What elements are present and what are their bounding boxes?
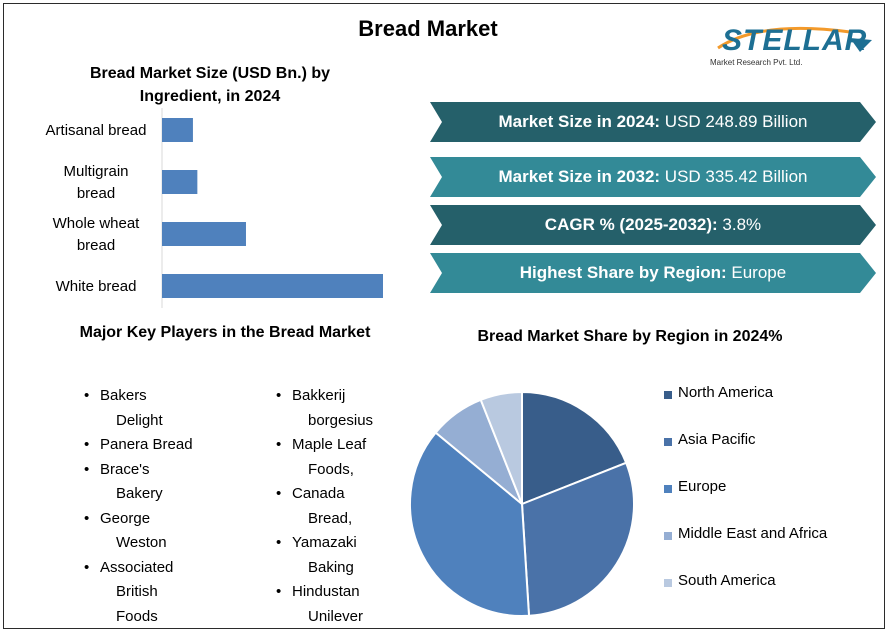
key-player-line: Panera Bread: [84, 433, 214, 458]
legend-label: North America: [678, 384, 774, 401]
kv-value: 3.8%: [717, 215, 762, 234]
kv-market-size-2024: Market Size in 2024: USD 248.89 Billion: [430, 102, 876, 142]
bar-chart-title: Bread Market Size (USD Bn.) by Ingredien…: [60, 62, 360, 108]
bar-category-label: Whole wheat: [53, 215, 141, 232]
legend-item: Middle East and Africa: [664, 525, 827, 572]
legend-swatch: [664, 391, 672, 399]
pie-slice: [520, 461, 635, 617]
key-player-line: Foods,: [308, 460, 354, 478]
kv-highest-share: Highest Share by Region: Europe: [430, 253, 876, 293]
legend-label: South America: [678, 572, 776, 589]
kv-arrow-shape: [430, 102, 876, 142]
key-players-list-2: Bakkerij borgesius Maple Leaf Foods, Canada B…: [276, 384, 406, 629]
kv-text: Highest Share by Region: Europe: [430, 253, 876, 293]
bar: [162, 274, 383, 298]
bar-category-label: bread: [77, 237, 115, 254]
kv-value: USD 248.89 Billion: [660, 112, 808, 131]
kv-cagr: CAGR % (2025-2032): 3.8%: [430, 205, 876, 245]
key-player-line: George: [84, 507, 214, 532]
logo-name: STELLAR: [722, 24, 868, 57]
key-player-line: Unilever: [308, 607, 364, 625]
bar-category-label: Multigrain: [63, 163, 128, 180]
key-player-line: Yamazaki: [276, 531, 406, 556]
legend-item: Asia Pacific: [664, 431, 827, 478]
kv-label: CAGR % (2025-2032):: [544, 215, 718, 234]
pie-slice: [521, 390, 628, 506]
pie-slice: [479, 390, 523, 505]
kv-text: CAGR % (2025-2032): 3.8%: [430, 205, 876, 245]
legend-label: Europe: [678, 478, 727, 495]
kv-arrow-fill: [430, 157, 876, 197]
key-player-line: Canada: [276, 482, 406, 507]
bar-category-label: Artisanal bread: [46, 122, 147, 139]
logo-swoosh-icon: [717, 26, 872, 52]
key-player-line: Maple Leaf: [276, 433, 406, 458]
bar: [162, 118, 193, 142]
key-player-line: Bakers: [84, 384, 214, 409]
stellar-logo: STELLAR Market Research Pvt. Ltd.: [700, 18, 880, 74]
pie-slice: [409, 431, 531, 617]
legend-item: Europe: [664, 478, 827, 525]
key-player-line: Bakkerij: [276, 384, 406, 409]
bar-category-label: bread: [77, 185, 115, 202]
key-player-line: Foods: [116, 607, 158, 625]
kv-value: USD 335.42 Billion: [660, 167, 808, 186]
pie-legend: North America Asia Pacific Europe Middle Ea…: [664, 384, 827, 619]
key-player-line: Weston: [116, 534, 167, 551]
legend-swatch: [664, 532, 672, 540]
kv-arrow-fill: [430, 205, 876, 245]
pie-chart: [409, 390, 635, 617]
logo-subtitle: Market Research Pvt. Ltd.: [710, 58, 803, 67]
kv-market-size-2032: Market Size in 2032: USD 335.42 Billion: [430, 157, 876, 197]
key-player-line: Brace's: [84, 458, 214, 483]
bar: [162, 170, 198, 194]
legend-swatch: [664, 438, 672, 446]
legend-item: North America: [664, 384, 827, 431]
key-player-line: Baking: [308, 558, 354, 576]
key-player-line: Associated: [84, 556, 214, 581]
legend-label: Asia Pacific: [678, 431, 756, 448]
key-player-line: borgesius: [308, 411, 374, 429]
legend-item: South America: [664, 572, 827, 619]
kv-label: Market Size in 2024:: [498, 112, 661, 131]
key-players-title: Major Key Players in the Bread Market: [79, 324, 371, 341]
key-player-line: Delight: [116, 411, 163, 429]
bar-category-label: White bread: [56, 278, 137, 295]
legend-swatch: [664, 485, 672, 493]
bar-chart: Artisanal bread Multigrain bread Whole whea…: [46, 108, 383, 308]
key-player-line: British: [116, 583, 158, 600]
kv-arrow-shape: [430, 157, 876, 197]
kv-arrow-shape: [430, 205, 876, 245]
bar: [162, 222, 246, 246]
kv-label: Market Size in 2032:: [498, 167, 661, 186]
key-player-line: Bread,: [308, 509, 353, 527]
infographic-frame: [3, 3, 885, 629]
key-players-list-1: Bakers Delight Panera BreadBrace's Bakery Ge…: [84, 384, 214, 629]
kv-text: Market Size in 2032: USD 335.42 Billion: [430, 157, 876, 197]
key-player-line: Hindustan: [276, 580, 406, 605]
page-title: Bread Market: [358, 16, 498, 41]
kv-arrow-fill: [430, 253, 876, 293]
bar-chart-title-line2: Ingredient, in 2024: [139, 88, 281, 105]
key-player-line: Bakery: [116, 485, 163, 502]
pie-chart-title: Bread Market Share by Region in 2024%: [477, 328, 783, 345]
kv-text: Market Size in 2024: USD 248.89 Billion: [430, 102, 876, 142]
legend-label: Middle East and Africa: [678, 525, 828, 542]
kv-value: Europe: [726, 263, 787, 282]
kv-arrow-shape: [430, 253, 876, 293]
legend-swatch: [664, 579, 672, 587]
kv-label: Highest Share by Region:: [519, 263, 727, 282]
kv-arrow-fill: [430, 102, 876, 142]
bar-chart-title-line1: Bread Market Size (USD Bn.) by: [89, 65, 331, 82]
